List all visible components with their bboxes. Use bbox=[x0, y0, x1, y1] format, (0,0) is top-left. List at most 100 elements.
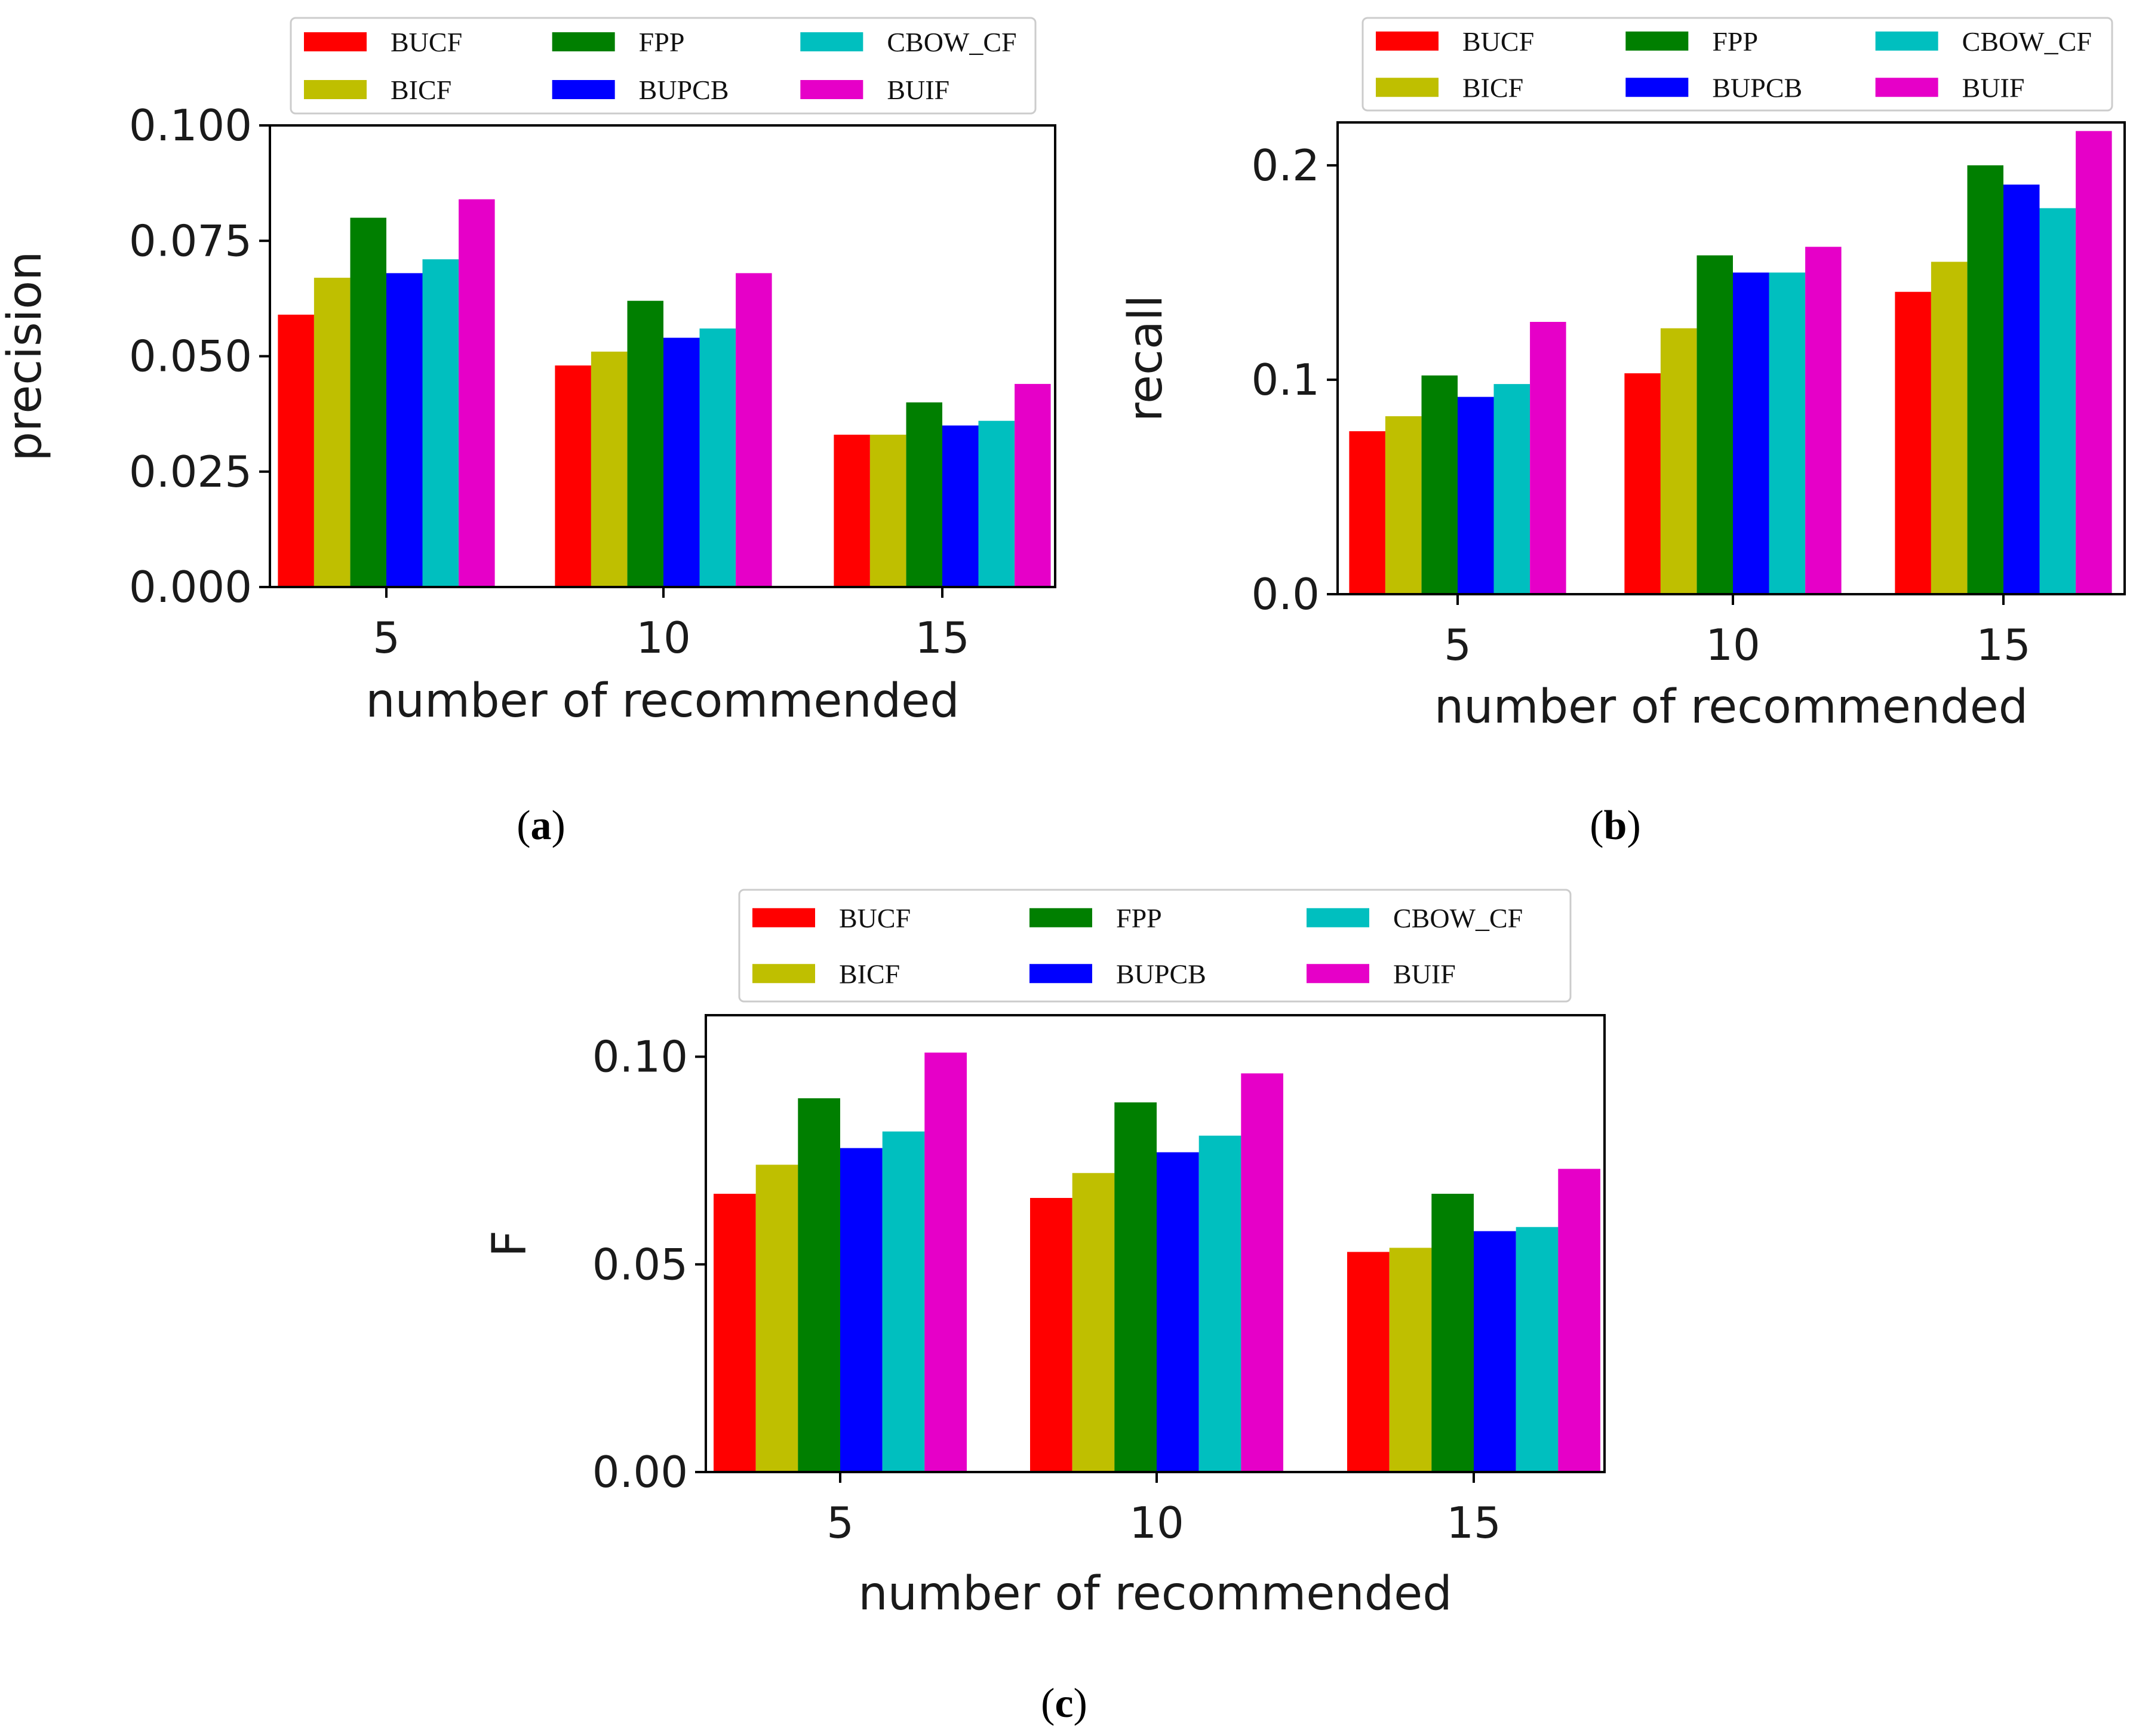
legend-item-bupcb: BUPCB bbox=[552, 75, 729, 105]
legend-label: BICF bbox=[839, 958, 900, 989]
x-tick-label: 10 bbox=[636, 613, 691, 663]
panel-caption: (c) bbox=[1041, 1680, 1087, 1726]
legend-swatch bbox=[1029, 908, 1092, 927]
legend-label: CBOW_CF bbox=[1393, 903, 1523, 933]
plot-frame bbox=[705, 1014, 1606, 1473]
legend-item-bicf: BICF bbox=[1376, 72, 1523, 103]
legend-item-fpp: FPP bbox=[1625, 26, 1758, 57]
bar-cbow-cf-5 bbox=[1493, 384, 1530, 594]
legend-swatch bbox=[1875, 31, 1938, 51]
legend-swatch bbox=[1376, 78, 1439, 97]
legend: BUCF FPP CBOW_CF BICF BUPCB BUIF bbox=[738, 889, 1572, 1003]
legend-item-buif: BUIF bbox=[800, 75, 949, 105]
y-tick-label: 0.100 bbox=[129, 100, 252, 150]
chart-panel-b: 0.0 0.1 0.2 5 10 15 number of recommended recal… bbox=[1119, 17, 2126, 849]
legend-item-bupcb: BUPCB bbox=[1029, 958, 1206, 989]
x-axis-title: number of recommended bbox=[858, 1567, 1452, 1621]
bar-fpp-5 bbox=[798, 1098, 840, 1472]
bar-fpp-5 bbox=[350, 217, 386, 588]
legend-swatch bbox=[1307, 908, 1369, 927]
legend-swatch bbox=[304, 80, 367, 99]
x-tick-label: 15 bbox=[915, 613, 970, 663]
legend-item-bucf: BUCF bbox=[752, 903, 911, 933]
bar-bucf-5 bbox=[1349, 431, 1385, 594]
bar-fpp-5 bbox=[1421, 375, 1458, 594]
bar-bicf-15 bbox=[1389, 1248, 1432, 1472]
bar-buif-5 bbox=[459, 199, 495, 587]
y-tick-label: 0.00 bbox=[592, 1447, 688, 1497]
legend-label: BUPCB bbox=[639, 75, 729, 105]
legend-label: BUCF bbox=[839, 903, 911, 933]
bar-fpp-15 bbox=[906, 402, 942, 587]
bar-bupcb-5 bbox=[1458, 397, 1494, 594]
caption-letter: a bbox=[531, 803, 552, 849]
legend-swatch bbox=[800, 80, 863, 99]
legend-label: BUCF bbox=[1462, 26, 1534, 57]
bar-buif-10 bbox=[1241, 1073, 1283, 1472]
x-tick-label: 15 bbox=[1976, 620, 2031, 670]
legend-label: BUPCB bbox=[1712, 72, 1802, 103]
y-axis-title: precision bbox=[0, 251, 52, 462]
bar-buif-15 bbox=[1015, 383, 1051, 587]
legend-item-bicf: BICF bbox=[752, 958, 900, 989]
bar-cbow-cf-5 bbox=[422, 259, 459, 587]
y-tick-label: 0.050 bbox=[129, 331, 252, 382]
legend-swatch bbox=[1307, 964, 1369, 984]
chart-panel-a: 0.000 0.025 0.050 0.075 0.100 5 10 15 number of … bbox=[0, 17, 1056, 849]
bar-bupcb-10 bbox=[1157, 1152, 1199, 1472]
legend-swatch bbox=[1625, 31, 1689, 51]
bar-buif-10 bbox=[736, 273, 772, 587]
legend-label: BUIF bbox=[887, 75, 949, 105]
legend: BUCF FPP CBOW_CF BICF BUPCB BUIF bbox=[1361, 17, 2113, 112]
caption-open: ( bbox=[1041, 1680, 1055, 1726]
bar-fpp-15 bbox=[1967, 165, 2003, 594]
x-tick-label: 15 bbox=[1446, 1498, 1501, 1548]
legend-label: BUCF bbox=[391, 27, 462, 57]
panel-caption: (b) bbox=[1590, 803, 1641, 849]
caption-letter: c bbox=[1055, 1680, 1073, 1726]
bar-bucf-5 bbox=[278, 314, 314, 587]
bar-bucf-15 bbox=[1347, 1252, 1390, 1472]
legend-item-fpp: FPP bbox=[1029, 903, 1162, 933]
y-tick-label: 0.0 bbox=[1251, 569, 1320, 619]
legend-label: CBOW_CF bbox=[1962, 26, 2092, 57]
legend-swatch bbox=[752, 908, 815, 927]
legend-label: CBOW_CF bbox=[887, 27, 1016, 57]
bar-fpp-10 bbox=[627, 300, 663, 587]
x-tick-label: 5 bbox=[373, 613, 400, 663]
bar-buif-5 bbox=[1530, 322, 1566, 594]
y-tick-label: 0.000 bbox=[129, 562, 252, 612]
bar-bupcb-15 bbox=[1474, 1231, 1516, 1472]
caption-open: ( bbox=[517, 803, 530, 849]
legend-item-cbow-cf: CBOW_CF bbox=[1875, 26, 2092, 57]
legend-label: BUIF bbox=[1393, 958, 1456, 989]
bar-bupcb-5 bbox=[386, 273, 423, 587]
bar-bicf-10 bbox=[591, 351, 628, 587]
legend-item-fpp: FPP bbox=[552, 27, 685, 57]
legend-item-buif: BUIF bbox=[1307, 958, 1456, 989]
legend-swatch bbox=[800, 32, 863, 51]
bar-bicf-5 bbox=[1385, 416, 1422, 594]
legend-label: FPP bbox=[1712, 26, 1758, 57]
caption-close: ) bbox=[1627, 803, 1640, 849]
x-axis-title: number of recommended bbox=[1434, 680, 2028, 734]
caption-close: ) bbox=[1074, 1680, 1087, 1726]
bar-buif-15 bbox=[2076, 131, 2112, 594]
legend-swatch bbox=[1376, 31, 1439, 51]
bar-bicf-15 bbox=[1931, 262, 1968, 594]
bar-bicf-10 bbox=[1660, 328, 1697, 594]
bar-bupcb-15 bbox=[942, 425, 979, 587]
bar-bupcb-10 bbox=[663, 337, 700, 587]
legend-item-bucf: BUCF bbox=[1376, 26, 1534, 57]
y-tick-label: 0.025 bbox=[129, 447, 252, 497]
bar-cbow-cf-15 bbox=[1516, 1227, 1559, 1472]
bar-fpp-15 bbox=[1431, 1194, 1474, 1472]
legend-item-buif: BUIF bbox=[1875, 72, 2024, 103]
legend-label: FPP bbox=[639, 27, 685, 57]
caption-letter: b bbox=[1604, 803, 1627, 849]
bar-bucf-15 bbox=[834, 434, 870, 587]
plot-frame bbox=[1336, 121, 2126, 595]
bar-buif-10 bbox=[1805, 247, 1842, 594]
y-tick-label: 0.1 bbox=[1251, 355, 1320, 405]
bar-bupcb-15 bbox=[2003, 185, 2040, 595]
